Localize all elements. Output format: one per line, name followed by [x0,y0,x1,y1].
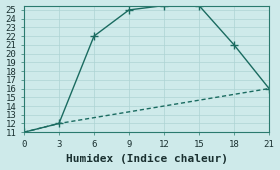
X-axis label: Humidex (Indice chaleur): Humidex (Indice chaleur) [66,154,228,164]
